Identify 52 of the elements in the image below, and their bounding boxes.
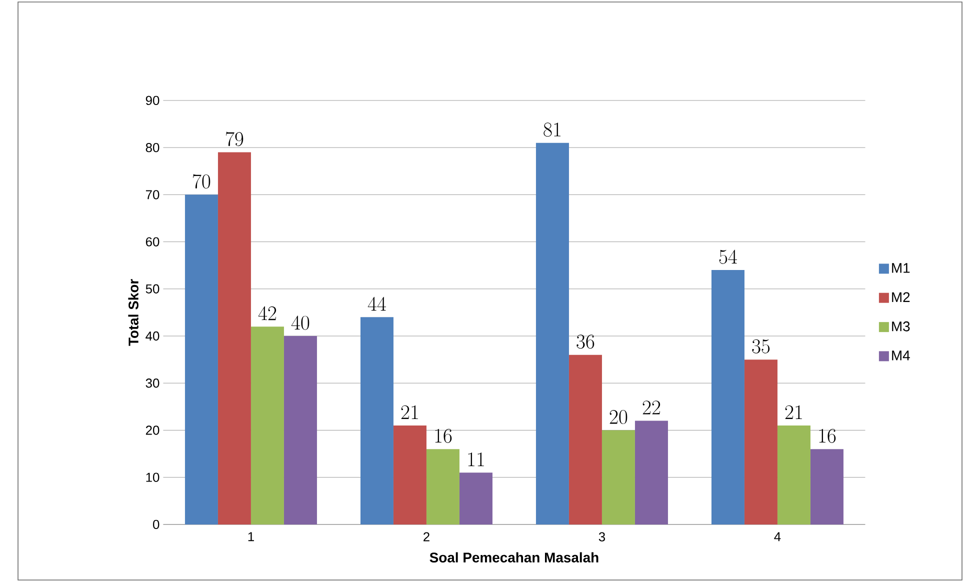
data-label: 70 bbox=[192, 174, 210, 188]
y-tick-label: 70 bbox=[146, 190, 160, 200]
data-label: 81 bbox=[544, 122, 560, 137]
x-tick-label: 4 bbox=[774, 532, 781, 542]
bar bbox=[536, 142, 569, 524]
data-label: 21 bbox=[401, 405, 418, 419]
bar bbox=[711, 270, 744, 524]
data-label: 40 bbox=[291, 316, 310, 330]
bar bbox=[184, 194, 218, 524]
legend-label: M1 bbox=[892, 263, 910, 273]
data-label: 16 bbox=[435, 428, 452, 443]
data-label: 44 bbox=[368, 296, 386, 311]
y-tick-label: 60 bbox=[146, 237, 160, 246]
x-tick-label: 1 bbox=[248, 532, 254, 542]
data-label: 11 bbox=[468, 452, 484, 466]
data-label: 22 bbox=[642, 400, 660, 414]
data-label: 42 bbox=[258, 306, 276, 320]
bar bbox=[810, 449, 844, 524]
data-label: 35 bbox=[752, 339, 770, 354]
bar bbox=[777, 426, 810, 524]
bar bbox=[634, 420, 668, 524]
data-label: 20 bbox=[610, 410, 628, 424]
y-tick-label: 50 bbox=[146, 284, 160, 294]
data-label: 36 bbox=[576, 334, 594, 349]
data-label: 16 bbox=[819, 428, 836, 443]
bar bbox=[250, 326, 284, 524]
bar bbox=[568, 354, 602, 524]
bar bbox=[218, 152, 251, 524]
legend-label: M4 bbox=[892, 350, 910, 360]
y-tick-label: 0 bbox=[153, 520, 160, 530]
x-axis-title: Soal Pemecahan Masalah bbox=[430, 552, 598, 562]
legend-label: M2 bbox=[892, 292, 910, 302]
y-axis-title: Total Skor bbox=[128, 279, 138, 346]
bar bbox=[284, 336, 317, 524]
data-label: 54 bbox=[719, 250, 738, 264]
y-tick-label: 10 bbox=[146, 472, 160, 482]
bar bbox=[360, 317, 394, 524]
y-tick-label: 90 bbox=[146, 96, 160, 106]
bar bbox=[426, 449, 460, 524]
data-label: 21 bbox=[785, 405, 802, 419]
legend-label: M3 bbox=[892, 321, 910, 332]
x-tick-label: 2 bbox=[424, 532, 430, 542]
x-tick-label: 3 bbox=[598, 532, 606, 542]
bar bbox=[602, 430, 635, 524]
data-label: 79 bbox=[226, 132, 244, 146]
y-tick-label: 30 bbox=[146, 378, 160, 388]
y-tick-label: 40 bbox=[146, 331, 160, 341]
bar bbox=[393, 426, 426, 524]
bar bbox=[744, 360, 778, 524]
y-tick-label: 20 bbox=[146, 426, 160, 435]
y-tick-label: 80 bbox=[146, 142, 160, 152]
bar bbox=[459, 472, 492, 524]
